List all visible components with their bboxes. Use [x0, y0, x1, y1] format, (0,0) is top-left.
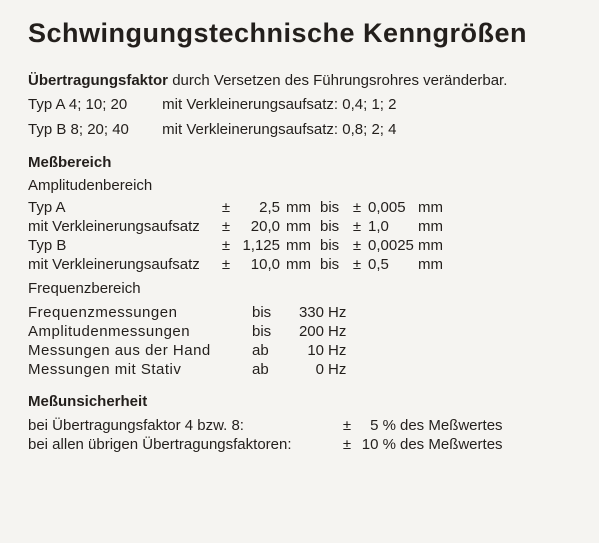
freq-unit: Hz — [328, 360, 346, 379]
amp-v2: 0,0025 — [366, 236, 418, 255]
table-row: Messungen aus der Hand ab 10 Hz — [28, 341, 346, 360]
amplitude-table: Typ A ± 2,5 mm bis ± 0,005 mm mit Verkle… — [28, 198, 448, 274]
freq-label: Messungen aus der Hand — [28, 341, 252, 360]
amp-u1: mm — [286, 255, 320, 274]
freq-unit: Hz — [328, 322, 346, 341]
table-row: Typ A ± 2,5 mm bis ± 0,005 mm — [28, 198, 448, 217]
amp-pm2: ± — [348, 217, 366, 236]
table-row: bei allen übrigen Übertragungsfaktoren: … — [28, 435, 503, 454]
uebertragung-heading-bold: Übertragungsfaktor — [28, 72, 168, 89]
unc-val: 5 % — [356, 416, 400, 435]
amp-u2: mm — [418, 236, 448, 255]
amp-v2: 1,0 — [366, 217, 418, 236]
frequenzbereich-subheading: Frequenzbereich — [28, 280, 577, 297]
frequency-table: Frequenzmessungen bis 330 Hz Amplitudenm… — [28, 303, 346, 379]
freq-val: 330 — [284, 303, 328, 322]
amp-label: Typ B — [28, 236, 216, 255]
amp-pm1: ± — [216, 217, 236, 236]
page-title: Schwingungstechnische Kenngrößen — [28, 18, 577, 49]
table-row: Amplitudenmessungen bis 200 Hz — [28, 322, 346, 341]
unc-txt: des Meßwertes — [400, 435, 503, 454]
table-row: mit Verkleinerungsaufsatz ± 10,0 mm bis … — [28, 255, 448, 274]
table-row: bei Übertragungsfaktor 4 bzw. 8: ± 5 % d… — [28, 416, 503, 435]
amp-u1: mm — [286, 236, 320, 255]
typ-b-text: mit Verkleinerungsaufsatz: 0,8; 2; 4 — [162, 121, 396, 138]
table-row: mit Verkleinerungsaufsatz ± 20,0 mm bis … — [28, 217, 448, 236]
freq-pre: bis — [252, 303, 284, 322]
freq-val: 10 — [284, 341, 328, 360]
freq-pre: bis — [252, 322, 284, 341]
page: Schwingungstechnische Kenngrößen Übertra… — [0, 0, 599, 466]
typ-a-label: Typ A 4; 10; 20 — [28, 95, 158, 115]
freq-unit: Hz — [328, 303, 346, 322]
amp-u1: mm — [286, 217, 320, 236]
amp-pm2: ± — [348, 236, 366, 255]
amp-pm2: ± — [348, 198, 366, 217]
freq-pre: ab — [252, 360, 284, 379]
unc-txt: des Meßwertes — [400, 416, 503, 435]
amp-bis: bis — [320, 236, 348, 255]
amp-v1: 2,5 — [236, 198, 286, 217]
unc-pm: ± — [338, 416, 356, 435]
messunsicherheit-heading: Meßunsicherheit — [28, 393, 577, 410]
freq-label: Amplitudenmessungen — [28, 322, 252, 341]
freq-label: Frequenzmessungen — [28, 303, 252, 322]
uebertragung-heading: Übertragungsfaktor durch Versetzen des F… — [28, 71, 577, 91]
amp-u1: mm — [286, 198, 320, 217]
uncertainty-table: bei Übertragungsfaktor 4 bzw. 8: ± 5 % d… — [28, 416, 503, 454]
table-row: Frequenzmessungen bis 330 Hz — [28, 303, 346, 322]
amp-bis: bis — [320, 198, 348, 217]
uebertragung-typ-b: Typ B 8; 20; 40 mit Verkleinerungsaufsat… — [28, 120, 577, 140]
table-row: Typ B ± 1,125 mm bis ± 0,0025 mm — [28, 236, 448, 255]
amp-u2: mm — [418, 255, 448, 274]
messbereich-heading: Meßbereich — [28, 154, 577, 171]
amp-bis: bis — [320, 217, 348, 236]
typ-b-label: Typ B 8; 20; 40 — [28, 120, 158, 140]
freq-pre: ab — [252, 341, 284, 360]
amp-v1: 20,0 — [236, 217, 286, 236]
uebertragung-typ-a: Typ A 4; 10; 20 mit Verkleinerungsaufsat… — [28, 95, 577, 115]
amp-pm1: ± — [216, 255, 236, 274]
table-row: Messungen mit Stativ ab 0 Hz — [28, 360, 346, 379]
amp-v1: 10,0 — [236, 255, 286, 274]
amp-pm1: ± — [216, 236, 236, 255]
uebertragung-heading-rest: durch Versetzen des Führungsrohres verän… — [168, 72, 507, 89]
unc-val: 10 % — [356, 435, 400, 454]
unc-label: bei allen übrigen Übertragungsfaktoren: — [28, 435, 338, 454]
amp-label: mit Verkleinerungsaufsatz — [28, 255, 216, 274]
amp-bis: bis — [320, 255, 348, 274]
amp-label: mit Verkleinerungsaufsatz — [28, 217, 216, 236]
amp-u2: mm — [418, 198, 448, 217]
amp-v2: 0,005 — [366, 198, 418, 217]
unc-pm: ± — [338, 435, 356, 454]
freq-val: 0 — [284, 360, 328, 379]
amp-pm2: ± — [348, 255, 366, 274]
amp-u2: mm — [418, 217, 448, 236]
amp-label: Typ A — [28, 198, 216, 217]
freq-val: 200 — [284, 322, 328, 341]
amplitudenbereich-subheading: Amplitudenbereich — [28, 177, 577, 194]
freq-unit: Hz — [328, 341, 346, 360]
unc-label: bei Übertragungsfaktor 4 bzw. 8: — [28, 416, 338, 435]
freq-label: Messungen mit Stativ — [28, 360, 252, 379]
amp-pm1: ± — [216, 198, 236, 217]
amp-v2: 0,5 — [366, 255, 418, 274]
amp-v1: 1,125 — [236, 236, 286, 255]
typ-a-text: mit Verkleinerungsaufsatz: 0,4; 1; 2 — [162, 96, 396, 113]
